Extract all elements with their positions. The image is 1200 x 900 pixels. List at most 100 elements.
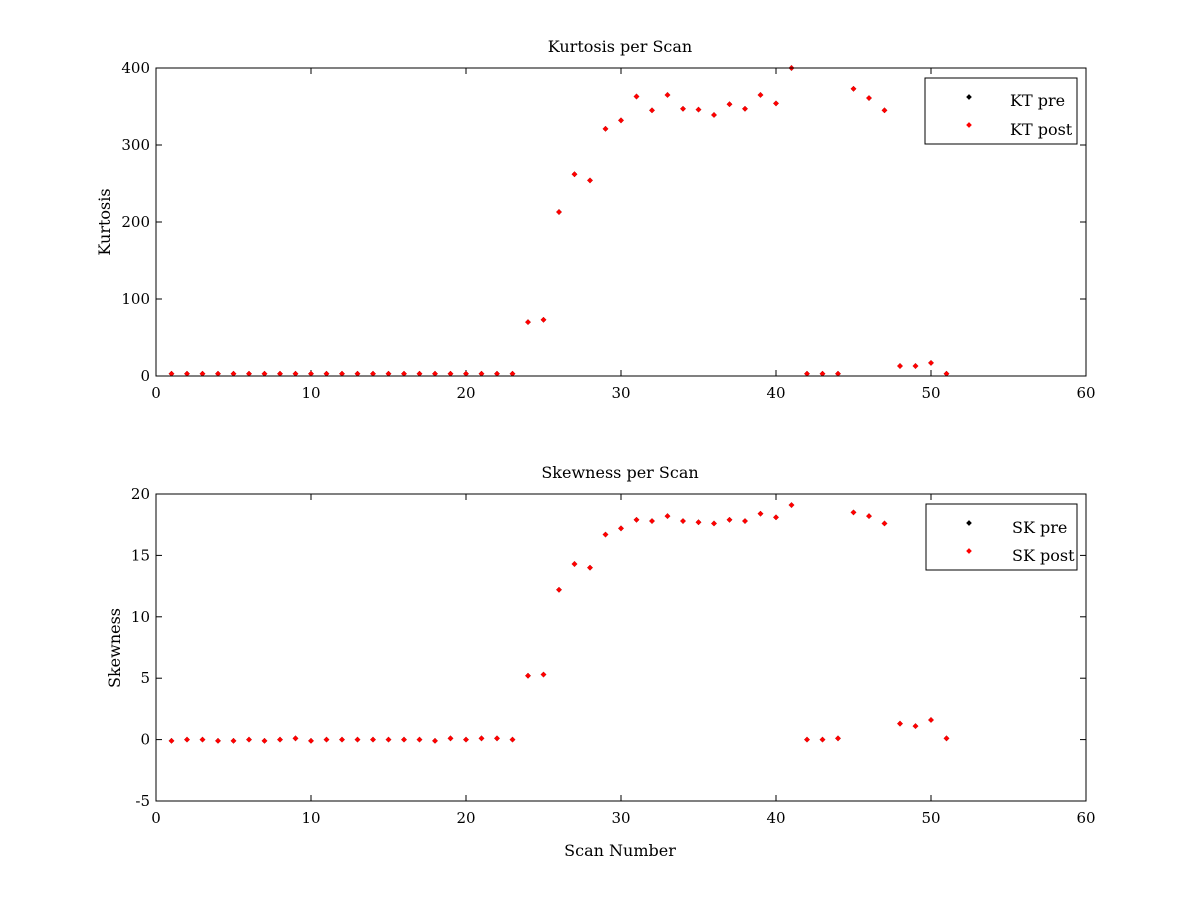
kurtosis-y-tick-label: 300 [121, 136, 150, 154]
skewness-point-series1 [633, 516, 640, 523]
kurtosis-x-tick-label: 60 [1076, 384, 1095, 402]
skewness-point-series1 [602, 531, 609, 538]
skewness-y-tick-label: 5 [140, 669, 150, 687]
skewness-x-tick-label: 60 [1076, 809, 1095, 827]
skewness-point-series1 [649, 518, 655, 524]
skewness-point-series1 [354, 736, 361, 743]
skewness-point-series1 [184, 736, 190, 743]
legend-label-sk-post: SK post [1012, 546, 1075, 565]
skewness-x-tick-label: 50 [921, 809, 940, 827]
skewness-point-series1 [897, 720, 903, 727]
skewness-point-series1 [308, 737, 314, 744]
kurtosis-point-series1 [184, 370, 190, 377]
kurtosis-y-tick-label: 400 [121, 59, 150, 77]
legend-label-kt-post: KT post [1010, 120, 1073, 139]
kurtosis-point-series1 [943, 370, 950, 377]
kurtosis-x-tick-label: 50 [921, 384, 940, 402]
skewness-point-series1 [618, 525, 624, 532]
kurtosis-legend: KT pre KT post [924, 77, 1078, 145]
skewness-y-tick-label: 20 [131, 485, 150, 503]
kurtosis-legend-box [924, 77, 1078, 145]
skewness-y-axis-label: Skewness [105, 608, 124, 688]
skewness-point-series1 [773, 514, 779, 521]
kurtosis-y-tick-label: 100 [121, 290, 150, 308]
skewness-point-series1 [711, 520, 717, 527]
kurtosis-x-tick-label: 0 [151, 384, 161, 402]
kurtosis-ticks: 0 10 20 30 40 50 60 0 100 200 300 400 [121, 59, 1095, 402]
skewness-x-tick-label: 30 [611, 809, 630, 827]
kurtosis-point-series1 [432, 370, 438, 377]
kurtosis-point-series1 [540, 316, 547, 323]
skewness-y-tick-label: 15 [131, 546, 150, 564]
kurtosis-point-series1 [850, 85, 857, 92]
kurtosis-point-series1 [881, 107, 888, 114]
skewness-point-series1 [742, 518, 748, 524]
skewness-x-axis-label: Scan Number [564, 841, 676, 860]
kurtosis-point-series1 [618, 117, 624, 124]
kurtosis-point-series1 [370, 370, 376, 377]
kurtosis-point-series1 [385, 370, 392, 377]
skewness-subplot: Skewness per Scan Skewness Scan Number 0… [105, 463, 1096, 860]
kurtosis-point-series1 [323, 370, 330, 377]
skewness-plot-frame [155, 493, 1087, 802]
kurtosis-point-series1 [215, 370, 221, 377]
skewness-point-series1 [478, 735, 485, 742]
skewness-point-series1 [447, 735, 454, 742]
kurtosis-point-series1 [742, 105, 748, 112]
kurtosis-point-series1 [804, 370, 810, 377]
skewness-points [168, 502, 950, 744]
kurtosis-plot-frame [155, 67, 1087, 377]
kurtosis-point-series1 [835, 370, 841, 377]
skewness-point-series1 [850, 509, 857, 516]
legend-marker-sk-post [966, 548, 972, 554]
skewness-point-series1 [804, 736, 810, 743]
kurtosis-point-series1 [168, 370, 175, 377]
kurtosis-point-series1 [571, 171, 578, 178]
kurtosis-point-series1 [261, 370, 268, 377]
kurtosis-point-series1 [556, 209, 562, 215]
skewness-point-series1 [323, 736, 330, 743]
skewness-point-series1 [416, 736, 423, 743]
skewness-point-series1 [401, 736, 407, 743]
skewness-x-tick-label: 10 [301, 809, 320, 827]
skewness-point-series1 [571, 561, 578, 567]
legend-label-kt-pre: KT pre [1010, 91, 1065, 110]
kurtosis-points [168, 65, 950, 377]
kurtosis-x-tick-label: 30 [611, 384, 630, 402]
kurtosis-point-series1 [819, 370, 826, 377]
kurtosis-point-series1 [928, 360, 934, 366]
skewness-point-series1 [680, 518, 686, 524]
skewness-point-series1 [509, 736, 516, 743]
kurtosis-point-series1 [525, 319, 531, 325]
kurtosis-point-series1 [463, 370, 469, 377]
legend-marker-kt-pre [966, 94, 972, 100]
kurtosis-point-series1 [494, 370, 500, 377]
skewness-point-series1 [928, 717, 934, 723]
skewness-point-series1 [261, 737, 268, 744]
kurtosis-point-series1 [199, 370, 206, 377]
skewness-point-series1 [556, 586, 562, 593]
kurtosis-point-series1 [897, 363, 903, 369]
skewness-point-series1 [494, 735, 500, 742]
skewness-point-series1 [726, 516, 733, 523]
kurtosis-y-tick-label: 200 [121, 213, 150, 231]
skewness-point-series1 [215, 737, 221, 744]
kurtosis-x-tick-label: 20 [456, 384, 475, 402]
skewness-point-series1 [695, 519, 702, 526]
kurtosis-point-series1 [726, 101, 733, 108]
kurtosis-point-series1 [587, 177, 593, 184]
kurtosis-point-series1 [773, 100, 779, 107]
skewness-point-series1 [199, 736, 206, 743]
skewness-point-series1 [230, 737, 237, 744]
kurtosis-x-tick-label: 10 [301, 384, 320, 402]
skewness-legend: SK pre SK post [925, 503, 1078, 571]
skewness-point-series1 [339, 736, 345, 743]
skewness-point-series1 [881, 520, 888, 527]
skewness-point-series1 [463, 736, 469, 743]
kurtosis-point-series1 [695, 106, 702, 113]
kurtosis-point-series1 [711, 112, 717, 118]
skewness-point-series1 [432, 737, 438, 744]
